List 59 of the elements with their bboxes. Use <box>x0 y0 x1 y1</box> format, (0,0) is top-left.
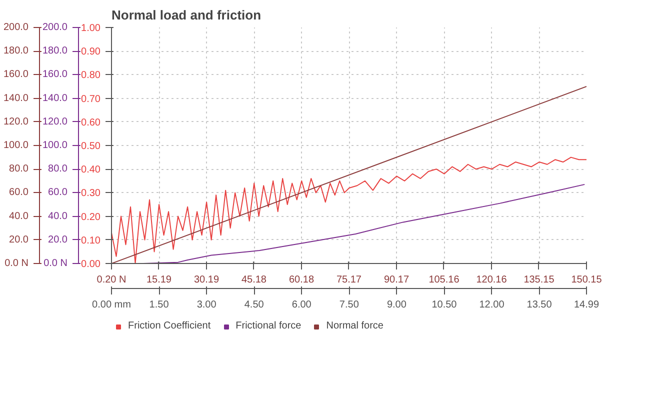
y2-tick-label: 160.0 <box>42 69 68 80</box>
y3-tick-label: 1.00 <box>81 23 101 34</box>
y2-tick-label: 100.0 <box>42 140 68 151</box>
y2-tick-label: 0.0 N <box>44 258 68 269</box>
y3-tick-label: 0.70 <box>81 94 101 105</box>
y2-tick-label: 140.0 <box>42 92 68 104</box>
y2-tick-label: 120.0 <box>42 116 68 128</box>
y3-tick-label: 0.40 <box>81 164 101 176</box>
y-tick-label: 160.0 <box>3 69 29 80</box>
chart-title: Normal load and friction <box>112 8 262 22</box>
y3-tick-label: 0.30 <box>81 188 101 200</box>
y-tick-label: 20.0 <box>9 234 29 246</box>
legend-label: Normal force <box>326 320 384 332</box>
y3-tick-label: 0.60 <box>81 117 101 128</box>
x2-tick-label: 150.15 <box>571 274 602 286</box>
x-tick-label: 13.50 <box>526 300 552 310</box>
x2-tick-label: 60.18 <box>288 274 314 286</box>
y-tick-label: 40.0 <box>9 210 29 222</box>
y3-tick-label: 0.50 <box>81 141 101 152</box>
y-tick-label: 200.0 <box>3 22 29 33</box>
x-tick-label: 0.00 mm <box>92 300 131 310</box>
x2-tick-label: 0.20 N <box>96 274 126 286</box>
y-tick-label: 100.0 <box>3 140 29 151</box>
x2-tick-label: 15.19 <box>146 274 172 286</box>
x2-tick-label: 30.19 <box>194 274 220 286</box>
y3-tick-label: 0.90 <box>81 46 101 58</box>
x-tick-label: 14.99 <box>574 300 600 310</box>
y2-tick-label: 20.0 <box>48 234 68 246</box>
legend-label: Friction Coefficient <box>128 320 211 332</box>
y3-tick-label: 0.00 <box>81 259 101 270</box>
x2-tick-label: 105.16 <box>428 274 460 286</box>
x2-tick-label: 135.15 <box>524 274 555 286</box>
x-tick-label: 7.50 <box>339 300 360 310</box>
y2-tick-label: 40.0 <box>48 210 68 222</box>
x-tick-label: 6.00 <box>292 300 312 310</box>
x2-tick-label: 75.17 <box>336 274 362 286</box>
x2-tick-label: 90.17 <box>384 274 410 286</box>
x-tick-label: 3.00 <box>196 300 217 310</box>
y3-tick-label: 0.20 <box>81 212 101 223</box>
legend-label: Frictional force <box>236 320 302 332</box>
x2-tick-label: 45.18 <box>241 274 267 286</box>
x-tick-label: 1.50 <box>149 300 170 310</box>
x2-tick-label: 120.16 <box>476 274 508 286</box>
y3-tick-label: 0.10 <box>81 235 101 246</box>
y-tick-label: 0.0 N <box>4 258 29 269</box>
y-tick-label: 180.0 <box>3 46 29 57</box>
y2-tick-label: 80.0 <box>48 164 68 175</box>
y-tick-label: 80.0 <box>9 164 29 175</box>
y-tick-label: 140.0 <box>3 92 29 104</box>
y-tick-label: 60.0 <box>9 187 29 198</box>
y2-tick-label: 60.0 <box>48 187 68 198</box>
x-tick-label: 9.00 <box>386 300 407 310</box>
x-tick-label: 4.50 <box>244 300 264 310</box>
y2-tick-label: 200.0 <box>42 22 68 33</box>
x-tick-label: 12.00 <box>479 300 505 310</box>
y2-tick-label: 180.0 <box>42 46 68 57</box>
x-tick-label: 10.50 <box>432 300 458 310</box>
y-tick-label: 120.0 <box>3 116 29 128</box>
y3-tick-label: 0.80 <box>81 70 101 82</box>
